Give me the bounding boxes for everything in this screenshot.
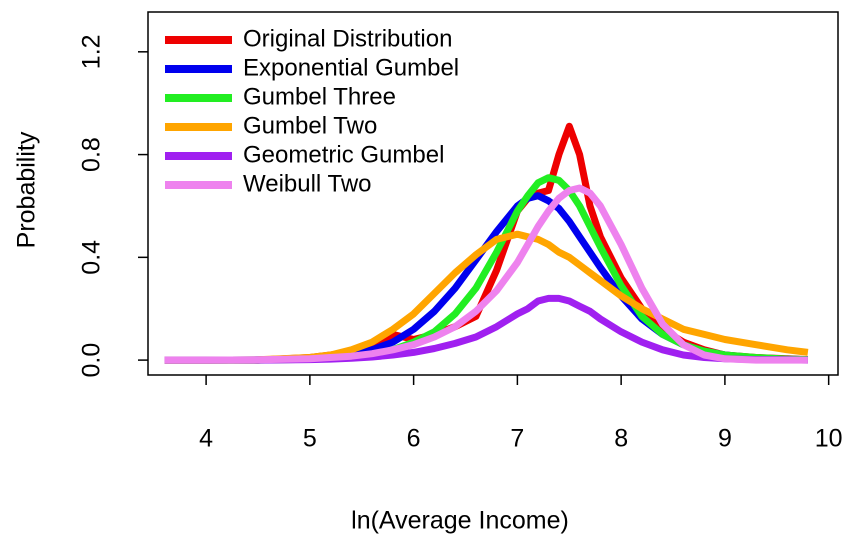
x-tick-label: 7 bbox=[510, 425, 524, 453]
y-axis-title: Probability bbox=[13, 131, 41, 248]
x-tick-label: 9 bbox=[718, 425, 732, 453]
series-line bbox=[164, 184, 808, 364]
y-tick-label: 1.2 bbox=[78, 34, 106, 69]
series-line bbox=[164, 230, 809, 364]
legend-label: Gumbel Three bbox=[243, 83, 396, 110]
y-tick-label: 0.8 bbox=[78, 137, 106, 172]
plot-frame bbox=[147, 11, 839, 376]
x-tick-label: 4 bbox=[199, 425, 213, 453]
legend-label: Exponential Gumbel bbox=[243, 54, 459, 81]
x-tick-label: 6 bbox=[407, 425, 421, 453]
x-tick-label: 8 bbox=[614, 425, 628, 453]
x-axis-title: ln(Average Income) bbox=[351, 507, 569, 535]
y-tick-label: 0.0 bbox=[78, 343, 106, 378]
legend-label: Geometric Gumbel bbox=[243, 141, 444, 168]
legend-label: Original Distribution bbox=[243, 25, 452, 52]
x-tick-label: 10 bbox=[815, 425, 843, 453]
legend-label: Gumbel Two bbox=[243, 112, 377, 139]
x-tick-label: 5 bbox=[303, 425, 317, 453]
y-tick-label: 0.4 bbox=[78, 240, 106, 275]
legend-label: Weibull Two bbox=[243, 170, 372, 197]
